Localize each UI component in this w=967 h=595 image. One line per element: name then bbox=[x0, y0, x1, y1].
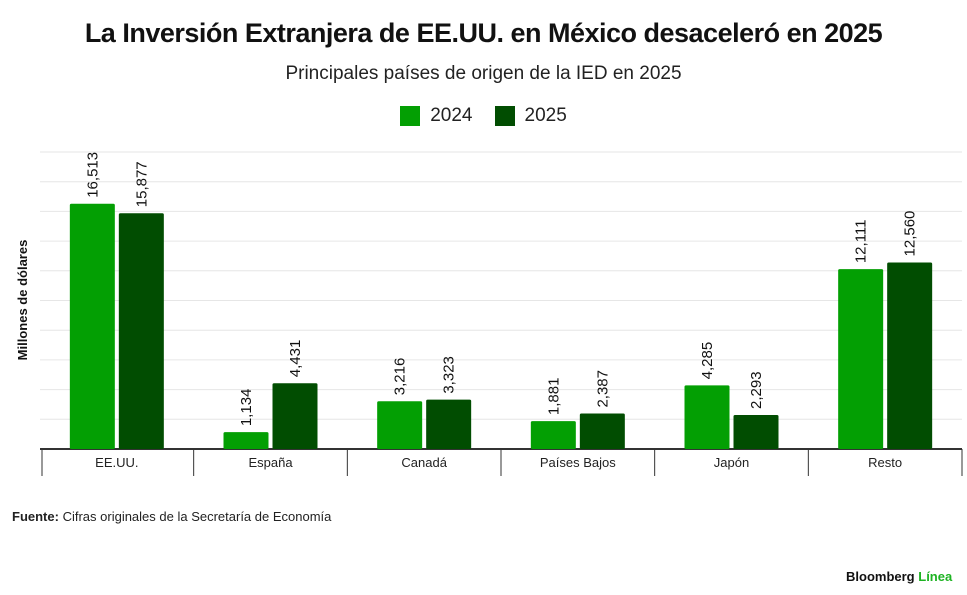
logo-brand: Bloomberg bbox=[846, 569, 915, 584]
data-label-2024: 12,111 bbox=[853, 219, 870, 263]
bar-2025 bbox=[887, 262, 933, 449]
data-label-2024: 1,134 bbox=[238, 389, 255, 427]
x-tick-label: España bbox=[248, 455, 293, 470]
bar-2025 bbox=[579, 413, 625, 449]
bar-2024 bbox=[223, 432, 269, 449]
data-label-2024: 3,216 bbox=[392, 358, 409, 396]
bar-2024 bbox=[838, 269, 884, 449]
x-tick-label: Países Bajos bbox=[540, 455, 616, 470]
chart-subtitle: Principales países de origen de la IED e… bbox=[285, 63, 682, 84]
data-label-2024: 4,285 bbox=[699, 342, 716, 380]
bloomberg-linea-logo: Bloomberg Línea bbox=[846, 569, 952, 584]
data-label-2025: 2,293 bbox=[748, 371, 765, 409]
source-label: Fuente: bbox=[12, 509, 59, 524]
legend-label-2024: 2024 bbox=[430, 105, 473, 126]
bar-2025 bbox=[272, 383, 318, 449]
legend: 2024 2025 bbox=[0, 105, 967, 127]
x-tick-label: Canadá bbox=[401, 455, 447, 470]
data-label-2025: 4,431 bbox=[287, 340, 304, 378]
legend-item-2024: 2024 bbox=[400, 105, 473, 127]
legend-label-2025: 2025 bbox=[524, 105, 567, 126]
bar-2025 bbox=[733, 414, 779, 449]
bar-2024 bbox=[377, 401, 423, 449]
bar-2025 bbox=[118, 213, 164, 449]
legend-swatch-2024 bbox=[400, 106, 421, 126]
x-tick-label: EE.UU. bbox=[95, 455, 138, 470]
source-note: Fuente: Cifras originales de la Secretar… bbox=[12, 509, 331, 524]
bar-2024 bbox=[530, 421, 576, 449]
logo-sub: Línea bbox=[918, 569, 953, 584]
legend-swatch-2025 bbox=[494, 106, 515, 126]
x-tick-label: Resto bbox=[868, 455, 902, 470]
data-label-2025: 12,560 bbox=[902, 211, 919, 257]
data-label-2025: 15,877 bbox=[133, 161, 150, 207]
bar-2024 bbox=[69, 203, 115, 449]
data-label-2025: 3,323 bbox=[441, 356, 458, 394]
x-tick-label: Japón bbox=[714, 455, 749, 470]
y-axis-label: Millones de dólares bbox=[15, 240, 30, 361]
chart-title: La Inversión Extranjera de EE.UU. en Méx… bbox=[84, 18, 883, 48]
source-text: Cifras originales de la Secretaría de Ec… bbox=[62, 509, 332, 524]
data-label-2025: 2,387 bbox=[594, 370, 611, 408]
bar-2024 bbox=[684, 385, 730, 449]
data-label-2024: 1,881 bbox=[545, 378, 562, 416]
legend-item-2025: 2025 bbox=[494, 105, 567, 127]
data-label-2024: 16,513 bbox=[84, 152, 101, 198]
bar-2025 bbox=[426, 399, 472, 449]
